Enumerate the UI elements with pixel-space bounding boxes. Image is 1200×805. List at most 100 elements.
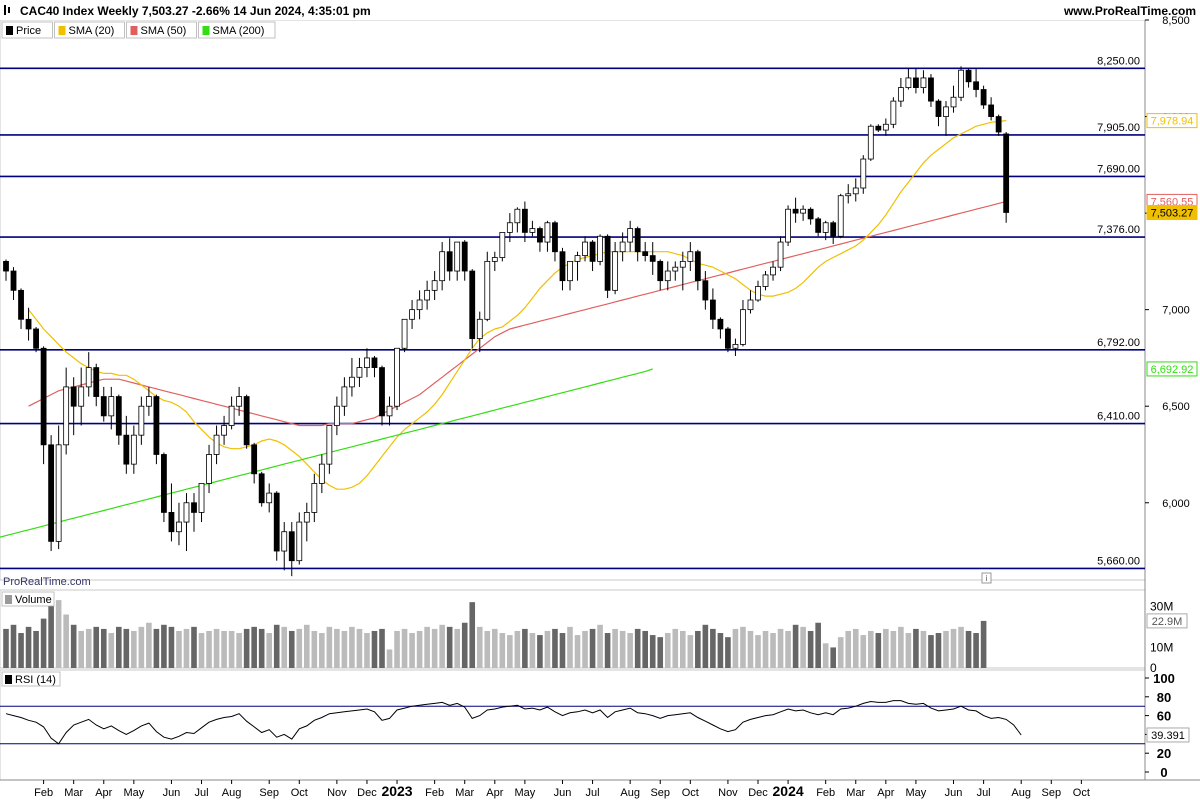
- candle-body: [85, 367, 92, 388]
- candle: [890, 97, 897, 129]
- candle-body: [318, 463, 325, 484]
- candle: [130, 425, 137, 474]
- value-tag: [1146, 113, 1198, 129]
- volume-bar: [349, 626, 355, 668]
- candle: [296, 512, 303, 565]
- price-tick-label: 6,500: [1162, 401, 1190, 413]
- volume-bar: [627, 633, 633, 668]
- candle: [785, 205, 791, 246]
- candle-body: [258, 473, 265, 504]
- candle-body: [130, 434, 137, 465]
- value-tag-label: 7,978.94: [1151, 116, 1194, 128]
- volume-bar: [890, 630, 897, 668]
- candle-body: [589, 241, 596, 262]
- candle-body: [958, 69, 964, 98]
- legend-item[interactable]: [1, 21, 53, 39]
- legend-item[interactable]: [54, 21, 125, 39]
- candle: [800, 205, 807, 221]
- value-tag-label: 7,503.27: [1151, 207, 1194, 219]
- time-tick-label: Jun: [163, 787, 181, 799]
- volume-bar: [770, 633, 776, 668]
- candle-body: [213, 434, 220, 455]
- candle: [694, 249, 701, 291]
- candle-body: [514, 208, 521, 224]
- sma20-line: [28, 120, 1007, 490]
- candle: [386, 396, 393, 426]
- candle: [867, 124, 874, 161]
- value-tag: [1146, 204, 1198, 220]
- candle: [950, 85, 957, 113]
- volume-bar: [958, 626, 964, 668]
- volume-bar: [597, 624, 603, 668]
- volume-bar: [183, 628, 190, 668]
- candle: [281, 522, 288, 571]
- candle-body: [905, 77, 912, 88]
- candle: [1003, 132, 1010, 223]
- candle-body: [236, 396, 243, 407]
- candle-body: [529, 228, 536, 233]
- candle: [93, 363, 100, 407]
- candle-body: [762, 274, 769, 287]
- candle-body: [78, 386, 85, 407]
- volume-bar: [379, 628, 385, 668]
- time-tick-label: Aug: [1011, 787, 1031, 799]
- volume-bar: [386, 649, 393, 668]
- info-icon[interactable]: [981, 572, 992, 584]
- rsi-legend[interactable]: [1, 671, 61, 687]
- legend-item[interactable]: [198, 21, 276, 39]
- price-tick-label: 6,000: [1162, 498, 1190, 510]
- volume-bar: [243, 628, 250, 668]
- time-tick-label: May: [514, 787, 535, 799]
- volume-bar: [394, 630, 400, 668]
- volume-bar: [717, 633, 724, 668]
- candle: [326, 425, 333, 474]
- candle-body: [755, 286, 761, 301]
- candle-body: [349, 376, 355, 388]
- candle: [664, 261, 671, 291]
- candle: [709, 288, 716, 329]
- candle-body: [431, 280, 438, 291]
- candle: [860, 155, 867, 194]
- volume-bar: [319, 633, 325, 668]
- candle: [55, 425, 62, 550]
- candle-body: [469, 270, 476, 340]
- volume-bar: [40, 618, 47, 668]
- candle: [484, 251, 491, 322]
- volume-bar: [108, 633, 115, 668]
- volume-bar: [687, 635, 694, 668]
- candle-body: [792, 208, 799, 214]
- candle: [988, 97, 995, 121]
- candle: [702, 271, 709, 310]
- volume-bar: [416, 630, 423, 668]
- volume-bar: [589, 628, 596, 668]
- volume-bar: [732, 628, 739, 668]
- candle-body: [709, 299, 716, 320]
- volume-bar: [875, 633, 882, 668]
- candle-body: [815, 218, 822, 233]
- candle: [228, 396, 235, 430]
- candle: [777, 236, 784, 272]
- candle: [882, 118, 889, 136]
- level-label: 6,410.00: [1097, 411, 1140, 423]
- candle-body: [243, 396, 250, 446]
- candle-body: [935, 100, 942, 117]
- volume-value-label: 22.9M: [1152, 616, 1183, 628]
- value-tag-label: 6,692.92: [1151, 364, 1194, 376]
- volume-bar: [980, 620, 987, 668]
- candle: [153, 394, 160, 465]
- candle: [108, 386, 115, 430]
- volume-bar: [898, 626, 904, 668]
- legend-swatch: [58, 26, 66, 35]
- candle-body: [995, 116, 1002, 133]
- volume-legend[interactable]: [1, 591, 55, 607]
- header-bar: [0, 0, 1200, 20]
- candle-body: [138, 405, 145, 436]
- candle: [679, 251, 686, 291]
- volume-tick-label: 10M: [1150, 640, 1173, 654]
- volume-bar: [965, 630, 972, 668]
- legend-item[interactable]: [126, 21, 197, 39]
- volume-bar: [431, 628, 438, 668]
- candle: [198, 483, 205, 523]
- rsi-value-label: 39.391: [1151, 730, 1185, 742]
- candle: [634, 226, 641, 262]
